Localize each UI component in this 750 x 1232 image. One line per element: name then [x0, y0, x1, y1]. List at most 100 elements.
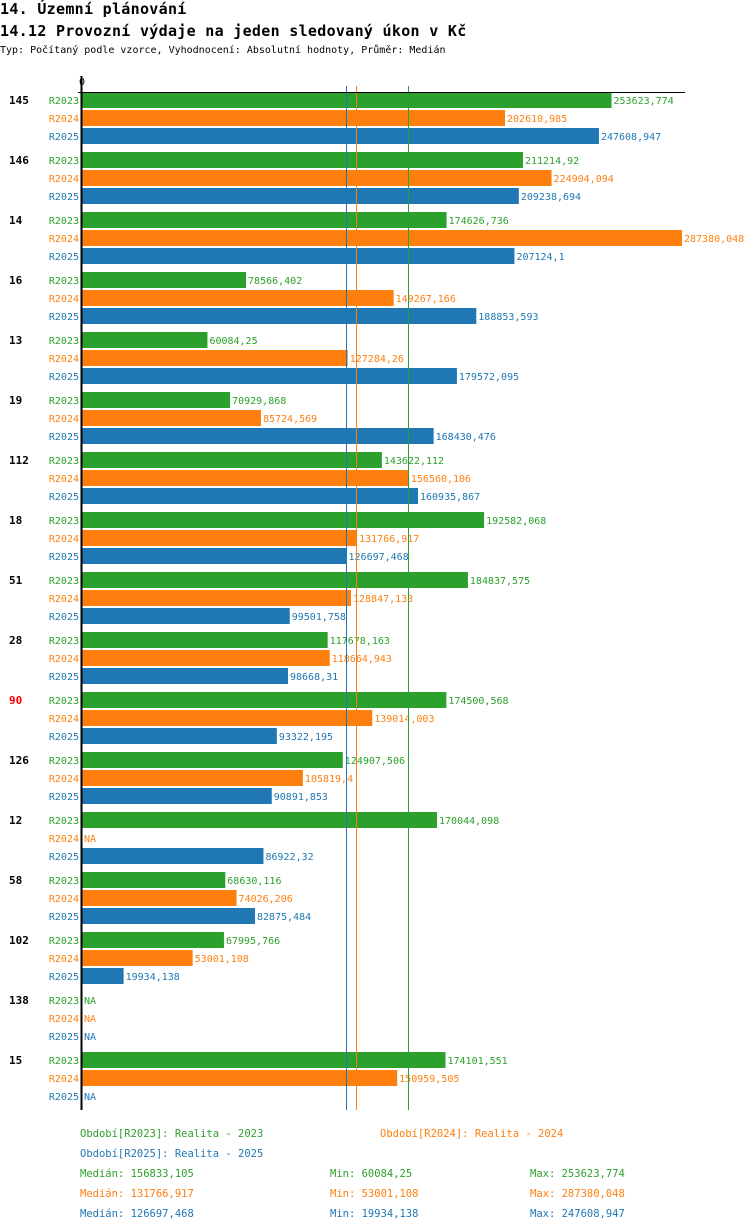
data-label: 99501,758	[292, 612, 346, 623]
bar	[82, 848, 264, 864]
bar	[82, 932, 224, 948]
series-label: R2025	[49, 792, 79, 803]
bar	[82, 392, 231, 408]
stat-median-r2023: Medián: 156833,105	[80, 1168, 194, 1180]
series-label: R2024	[49, 174, 79, 185]
bar	[82, 1052, 446, 1068]
series-label: R2023	[49, 156, 79, 167]
bar	[82, 350, 348, 366]
series-label: R2025	[49, 132, 79, 143]
data-label: 82875,484	[257, 912, 311, 923]
data-label: 86922,32	[265, 852, 313, 863]
series-label: R2025	[49, 732, 79, 743]
data-label: 160935,867	[420, 492, 480, 503]
bar	[82, 212, 447, 228]
data-label: 184837,575	[470, 576, 530, 587]
series-label: R2025	[49, 1032, 79, 1043]
category-label: 138	[9, 994, 29, 1007]
bar	[82, 548, 347, 564]
data-label: 174101,551	[447, 1056, 507, 1067]
data-label: 105819,4	[305, 774, 353, 785]
category-label: 58	[9, 874, 22, 887]
bar	[82, 152, 523, 168]
bar	[82, 470, 409, 486]
bar	[82, 908, 256, 924]
series-label: R2024	[49, 594, 79, 605]
category-label: 14	[9, 214, 23, 227]
series-label: R2023	[49, 696, 79, 707]
stat-min-r2023: Min: 60084,25	[330, 1168, 413, 1180]
stat-median-r2025: Medián: 126697,468	[80, 1208, 194, 1220]
bar	[82, 170, 552, 186]
data-label: 247608,947	[601, 132, 661, 143]
stat-max-r2023: Max: 253623,774	[530, 1168, 625, 1180]
series-label: R2024	[49, 1074, 79, 1085]
stat-max-r2024: Max: 287380,048	[530, 1188, 625, 1200]
data-label: 192582,068	[486, 516, 546, 527]
bar	[82, 188, 519, 204]
category-label: 90	[9, 694, 22, 707]
series-label: R2024	[49, 954, 79, 965]
category-label: 145	[9, 94, 29, 107]
data-label-na: NA	[84, 996, 96, 1007]
data-label: 174500,568	[448, 696, 508, 707]
bar	[82, 272, 247, 288]
bar	[82, 608, 290, 624]
series-label: R2025	[49, 612, 79, 623]
chart-title: 14.12 Provozní výdaje na jeden sledovaný…	[0, 22, 467, 40]
data-label: 209238,694	[521, 192, 581, 203]
bar	[82, 428, 434, 444]
series-label: R2024	[49, 234, 79, 245]
bar	[82, 1070, 398, 1086]
series-label: R2023	[49, 516, 79, 527]
bar	[82, 368, 457, 384]
series-label: R2024	[49, 894, 79, 905]
bar	[82, 968, 124, 984]
series-label: R2024	[49, 774, 79, 785]
stat-min-r2024: Min: 53001,108	[330, 1188, 419, 1200]
legend-r2025: Období[R2025]: Realita - 2025	[80, 1148, 264, 1160]
category-label: 28	[9, 634, 22, 647]
bar	[82, 488, 419, 504]
series-label: R2023	[49, 1056, 79, 1067]
series-label: R2023	[49, 636, 79, 647]
bar	[82, 752, 343, 768]
series-label: R2025	[49, 312, 79, 323]
series-label: R2024	[49, 354, 79, 365]
category-label: 146	[9, 154, 29, 167]
category-label: 16	[9, 274, 23, 287]
data-label: 211214,92	[525, 156, 579, 167]
series-label: R2023	[49, 96, 79, 107]
data-label-na: NA	[84, 834, 96, 845]
data-label: 143622,112	[384, 456, 444, 467]
bar	[82, 590, 352, 606]
data-label: 156560,106	[411, 474, 471, 485]
data-label: 70929,868	[232, 396, 286, 407]
bar	[82, 230, 682, 246]
data-label: 93322,195	[279, 732, 333, 743]
bar	[82, 290, 394, 306]
data-label: 127284,26	[350, 354, 404, 365]
data-label: 168430,476	[436, 432, 496, 443]
data-label: 224904,094	[554, 174, 614, 185]
series-label: R2024	[49, 534, 79, 545]
data-label: 53001,108	[195, 954, 249, 965]
data-label: 85724,569	[263, 414, 317, 425]
bar	[82, 530, 358, 546]
bar	[82, 710, 373, 726]
data-label: 118664,943	[332, 654, 392, 665]
bar	[82, 650, 330, 666]
data-label: 74026,206	[239, 894, 293, 905]
series-label: R2023	[49, 336, 79, 347]
series-label: R2023	[49, 276, 79, 287]
data-label: 174626,736	[449, 216, 509, 227]
bar	[82, 788, 272, 804]
series-label: R2023	[49, 876, 79, 887]
bar	[82, 512, 485, 528]
category-label: 13	[9, 334, 22, 347]
series-label: R2024	[49, 414, 79, 425]
data-label: 117678,163	[330, 636, 390, 647]
stat-max-r2025: Max: 247608,947	[530, 1208, 625, 1220]
series-label: R2025	[49, 912, 79, 923]
